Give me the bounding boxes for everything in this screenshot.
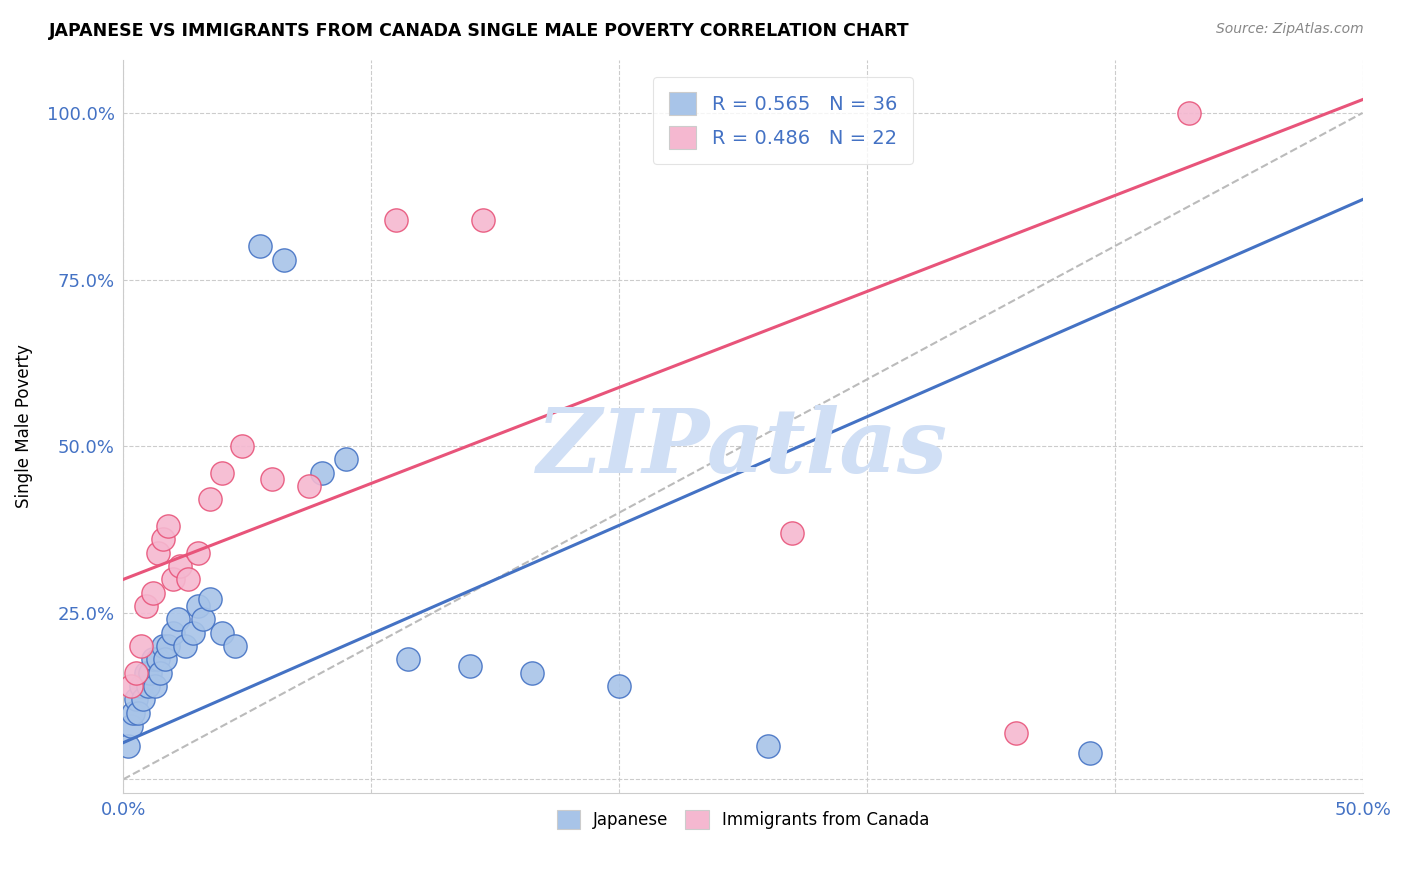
Point: [181, 625, 204, 640]
Point: [124, 665, 146, 680]
Point: [149, 665, 172, 680]
Point: [1078, 746, 1101, 760]
Point: [187, 599, 209, 613]
Point: [396, 652, 419, 666]
Point: [152, 533, 174, 547]
Point: [273, 252, 295, 267]
Point: [249, 239, 271, 253]
Text: JAPANESE VS IMMIGRANTS FROM CANADA SINGLE MALE POVERTY CORRELATION CHART: JAPANESE VS IMMIGRANTS FROM CANADA SINGL…: [49, 22, 910, 40]
Point: [756, 739, 779, 753]
Point: [169, 559, 191, 574]
Point: [156, 519, 179, 533]
Point: [146, 546, 169, 560]
Point: [145, 679, 167, 693]
Point: [139, 665, 162, 680]
Text: Source: ZipAtlas.com: Source: ZipAtlas.com: [1216, 22, 1364, 37]
Point: [224, 639, 246, 653]
Point: [135, 665, 157, 680]
Point: [1004, 725, 1026, 739]
Point: [122, 706, 145, 720]
Point: [335, 452, 357, 467]
Point: [1178, 106, 1201, 120]
Point: [155, 652, 177, 666]
Point: [174, 639, 197, 653]
Point: [198, 592, 221, 607]
Text: ZIPatlas: ZIPatlas: [537, 405, 949, 491]
Point: [522, 665, 544, 680]
Point: [298, 479, 321, 493]
Point: [120, 719, 142, 733]
Point: [129, 639, 152, 653]
Point: [187, 546, 209, 560]
Point: [124, 692, 146, 706]
Point: [311, 466, 333, 480]
Point: [162, 625, 184, 640]
Point: [142, 585, 165, 599]
Point: [260, 472, 283, 486]
Legend: Japanese, Immigrants from Canada: Japanese, Immigrants from Canada: [550, 803, 936, 836]
Point: [120, 679, 142, 693]
Point: [198, 492, 221, 507]
Point: [385, 212, 408, 227]
Point: [156, 639, 179, 653]
Point: [136, 679, 159, 693]
Point: [117, 739, 139, 753]
Point: [211, 625, 233, 640]
Point: [176, 573, 198, 587]
Point: [607, 679, 630, 693]
Point: [146, 652, 169, 666]
Point: [782, 525, 804, 540]
Point: [129, 679, 152, 693]
Point: [152, 639, 174, 653]
Point: [191, 612, 214, 626]
Point: [142, 652, 165, 666]
Point: [231, 439, 253, 453]
Point: [211, 466, 233, 480]
Y-axis label: Single Male Poverty: Single Male Poverty: [15, 344, 32, 508]
Point: [471, 212, 494, 227]
Point: [166, 612, 188, 626]
Point: [458, 659, 481, 673]
Point: [132, 692, 155, 706]
Point: [162, 573, 184, 587]
Point: [127, 706, 149, 720]
Point: [135, 599, 157, 613]
